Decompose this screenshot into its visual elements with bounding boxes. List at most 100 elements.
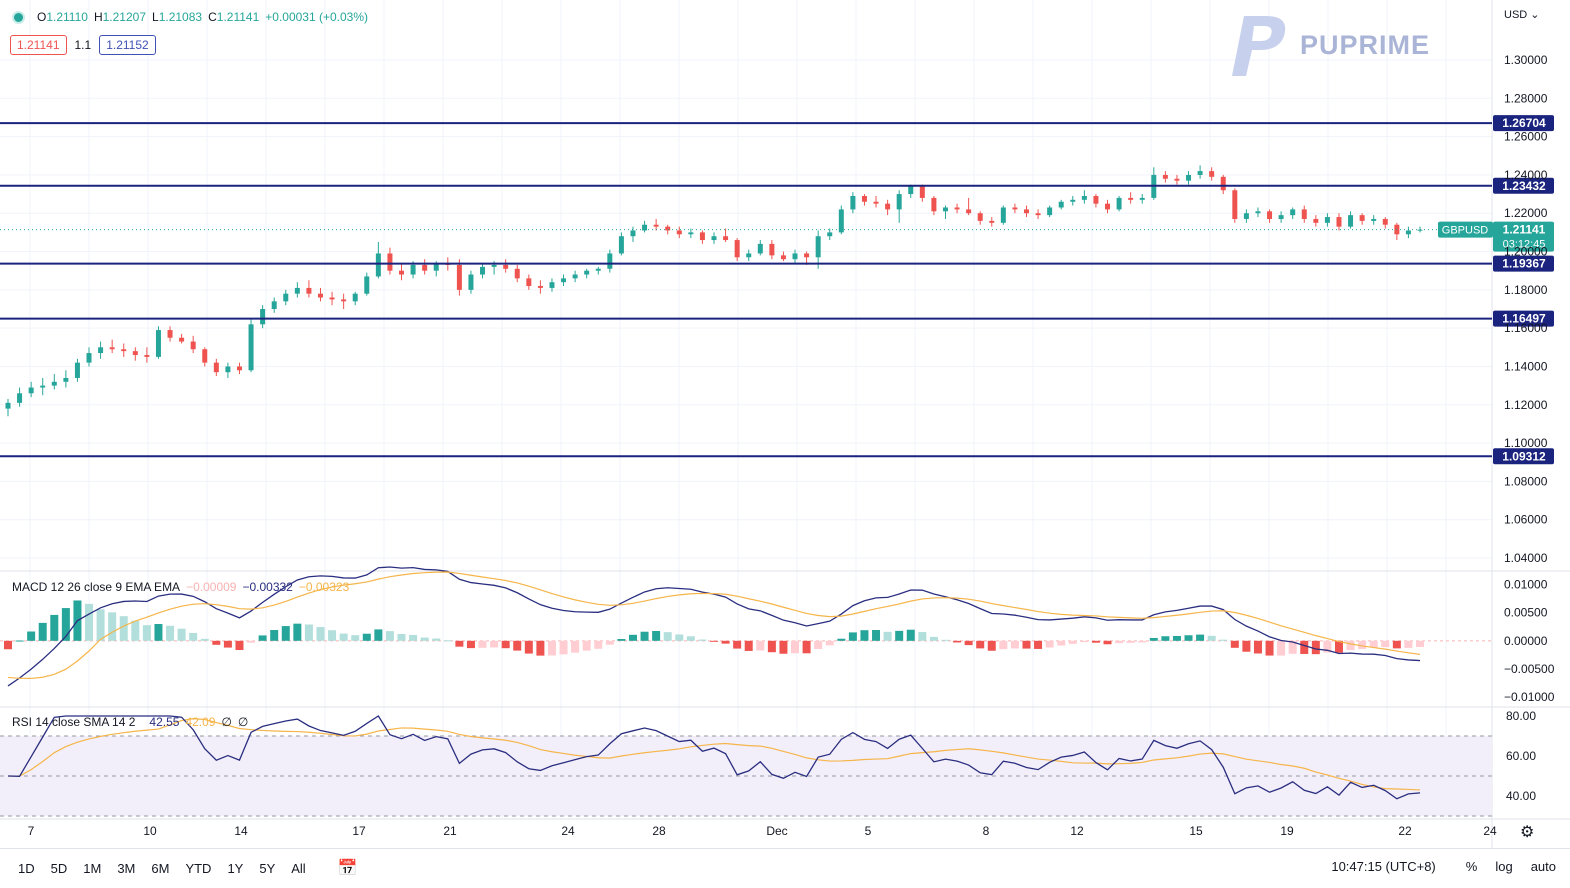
macd-histogram-bar xyxy=(1277,640,1286,656)
candle-body xyxy=(595,268,601,271)
rsi-legend: RSI 14 close SMA 14 2 42.55 42.09 ∅ ∅ xyxy=(12,715,248,729)
candle-body xyxy=(341,299,347,302)
candle-body xyxy=(711,236,717,241)
candle-body xyxy=(155,330,161,357)
candle-body xyxy=(480,266,486,275)
candle-body xyxy=(804,253,810,258)
bottom-right-controls: 10:47:15 (UTC+8) % log auto xyxy=(1331,859,1556,874)
candle-body xyxy=(17,393,23,403)
candle-body xyxy=(977,213,983,221)
macd-histogram-bar xyxy=(455,640,464,647)
spread-value: 1.1 xyxy=(74,38,92,52)
macd-histogram-bar xyxy=(1115,640,1124,644)
currency-selector[interactable]: USD ⌄ xyxy=(1504,8,1540,21)
candle-body xyxy=(653,224,659,227)
macd-histogram-bar xyxy=(1184,635,1193,641)
candle-body xyxy=(746,253,752,258)
macd-histogram-bar xyxy=(1057,640,1066,646)
macd-tick-label: 0.01000 xyxy=(1504,577,1548,591)
time-tick-label: 12 xyxy=(1070,824,1084,838)
candle-body xyxy=(1128,197,1134,200)
macd-histogram-bar xyxy=(1300,640,1309,654)
macd-histogram-bar xyxy=(501,640,510,649)
high-value: 1.21207 xyxy=(102,10,147,24)
candle-body xyxy=(1116,197,1122,210)
candle-body xyxy=(294,287,300,294)
auto-scale-toggle[interactable]: auto xyxy=(1530,859,1556,874)
macd-signal-line xyxy=(7,571,1421,680)
candle-body xyxy=(850,195,856,210)
candle-body xyxy=(885,203,891,210)
percent-scale-toggle[interactable]: % xyxy=(1465,859,1478,874)
log-scale-toggle[interactable]: log xyxy=(1495,859,1513,874)
macd-hist-value: −0.00009 xyxy=(186,580,237,594)
macd-histogram-bar xyxy=(883,631,892,641)
candle-body xyxy=(1000,207,1006,223)
macd-histogram-bar xyxy=(1265,640,1274,656)
rsi-extra1-value: ∅ xyxy=(221,715,232,729)
candle-body xyxy=(1139,197,1145,200)
candle-body xyxy=(40,385,46,388)
sell-button[interactable]: 1.21141 xyxy=(10,35,67,55)
macd-histogram-bar xyxy=(779,640,788,654)
candle-body xyxy=(225,366,231,373)
range-button-1d[interactable]: 1D xyxy=(18,860,35,876)
range-button-1m[interactable]: 1M xyxy=(83,860,102,876)
candle-body xyxy=(584,270,590,275)
range-button-ytd[interactable]: YTD xyxy=(185,860,212,876)
range-button-1y[interactable]: 1Y xyxy=(227,860,244,876)
clock: 10:47:15 (UTC+8) xyxy=(1331,859,1436,874)
macd-histogram-bar xyxy=(686,636,695,641)
candle-body xyxy=(1313,218,1319,223)
candle-body xyxy=(942,207,948,212)
candle-body xyxy=(1093,195,1099,204)
range-button-all[interactable]: All xyxy=(291,860,306,876)
macd-histogram-bar xyxy=(142,625,151,641)
macd-histogram-bar xyxy=(131,620,140,641)
macd-histogram-bar xyxy=(767,640,776,653)
macd-histogram-bar xyxy=(397,633,406,641)
price-tick-label: 1.08000 xyxy=(1504,474,1548,488)
candle-body xyxy=(28,387,34,394)
rsi-tick-label: 40.00 xyxy=(1506,789,1536,803)
macd-histogram-bar xyxy=(1323,640,1332,653)
rsi-tick-label: 80.00 xyxy=(1506,709,1536,723)
range-button-5d[interactable]: 5D xyxy=(50,860,68,876)
candle-body xyxy=(271,301,277,309)
macd-histogram-bar xyxy=(409,634,418,641)
macd-histogram-bar xyxy=(316,627,325,641)
macd-histogram-bar xyxy=(918,632,927,641)
candle-body xyxy=(121,349,127,352)
candle-body xyxy=(1290,209,1296,216)
candle-body xyxy=(561,278,567,283)
range-button-6m[interactable]: 6M xyxy=(151,860,170,876)
candle-body xyxy=(1348,215,1354,227)
candle-body xyxy=(399,270,405,275)
chart-canvas[interactable]: 1.26704 1.23432 1.19367 1.16497 1.09312 GBPUS… xyxy=(0,0,1570,848)
candle-body xyxy=(1359,215,1365,221)
macd-histogram-bar xyxy=(304,624,313,641)
price-tick-label: 1.26000 xyxy=(1504,130,1548,144)
macd-histogram-bar xyxy=(710,640,718,642)
candle-body xyxy=(190,341,196,350)
rsi-sma-value: 42.09 xyxy=(185,715,216,729)
candle-body xyxy=(537,286,543,288)
candle-body xyxy=(202,349,208,363)
candle-body xyxy=(1058,201,1064,208)
time-tick-label: 8 xyxy=(983,824,990,838)
macd-histogram-bar xyxy=(929,636,938,641)
calendar-goto-icon[interactable]: 📅 xyxy=(337,860,358,877)
macd-histogram-bar xyxy=(617,639,626,641)
macd-histogram-bar xyxy=(351,635,360,641)
range-button-3m[interactable]: 3M xyxy=(117,860,136,876)
candle-body xyxy=(63,377,69,382)
buy-button[interactable]: 1.21152 xyxy=(99,35,156,55)
macd-histogram-bar xyxy=(1358,640,1367,649)
rsi-extra2-value: ∅ xyxy=(237,715,249,729)
settings-gear-icon[interactable]: ⚙ xyxy=(1520,824,1535,841)
candle-body xyxy=(433,263,439,271)
candle-body xyxy=(167,330,173,338)
candle-body xyxy=(248,324,254,371)
range-button-5y[interactable]: 5Y xyxy=(259,860,276,876)
candle-body xyxy=(456,264,462,290)
